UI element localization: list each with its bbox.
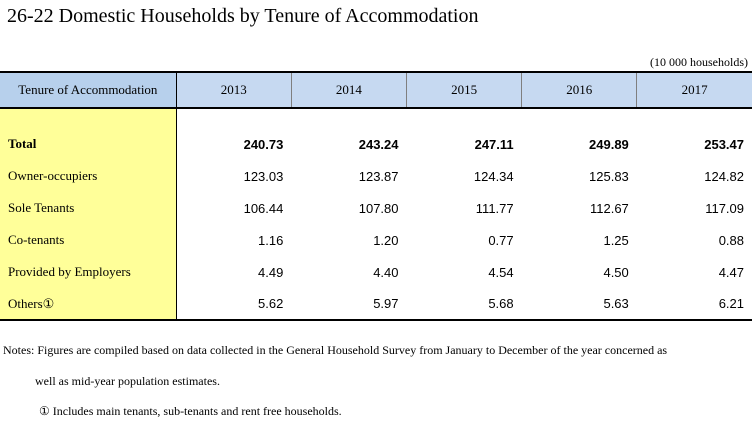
cell-value: 1.20	[373, 232, 399, 248]
cell-value: 5.68	[406, 288, 522, 321]
row-label: Provided by Employers	[0, 256, 177, 288]
cell-value: 6.21	[636, 288, 752, 321]
header-year: 2016	[521, 71, 637, 109]
cell-value: 124.34	[473, 168, 514, 184]
note-line: Notes: Figures are compiled based on dat…	[3, 343, 668, 357]
table-header-row: Tenure of Accommodation 2013 2014 2015 2…	[0, 71, 752, 109]
note-line: well as mid-year population estimates.	[35, 374, 220, 388]
cell-value: 117.09	[705, 200, 744, 216]
header-tenure: Tenure of Accommodation	[0, 71, 177, 109]
header-year: 2015	[405, 71, 522, 109]
cell-value: 111.77	[475, 200, 514, 216]
cell-value: 107.80	[358, 200, 399, 216]
table-row: Provided by Employers 4.49 4.40 4.54 4.5…	[0, 256, 752, 288]
cell-value: 5.97	[291, 288, 407, 321]
row-label: Others①	[0, 288, 177, 321]
header-year: 2013	[175, 71, 292, 109]
cell-value: 0.88	[718, 232, 744, 248]
cell-value: 123.03	[243, 168, 284, 184]
cell-value: 243.24	[358, 136, 399, 152]
cell-value: 4.40	[373, 264, 399, 280]
cell-value: 249.89	[589, 136, 629, 152]
spacer-row	[0, 108, 752, 128]
cell-value: 247.11	[474, 136, 514, 152]
cell-value: 5.63	[521, 288, 637, 321]
cell-value: 5.62	[176, 288, 292, 321]
cell-value: 4.54	[488, 264, 514, 280]
notes-block: Notes: Figures are compiled based on dat…	[3, 340, 667, 421]
cell-value: 4.47	[718, 264, 744, 280]
row-label: Owner-occupiers	[0, 160, 177, 192]
cell-value: 124.82	[704, 168, 744, 184]
cell-value: 106.44	[243, 200, 284, 216]
page-title: 26-22 Domestic Households by Tenure of A…	[7, 5, 479, 27]
cell-value: 123.87	[358, 168, 399, 184]
spacer-cell	[0, 108, 177, 128]
table-row: Total 240.73 243.24 247.11 249.89 253.47	[0, 128, 752, 160]
cell-value: 0.77	[488, 232, 514, 248]
households-table: Tenure of Accommodation 2013 2014 2015 2…	[0, 71, 752, 321]
footnote: ① Includes main tenants, sub-tenants and…	[39, 404, 342, 418]
cell-value: 125.83	[589, 168, 629, 184]
row-label: Co-tenants	[0, 224, 177, 256]
table-row: Sole Tenants 106.44 107.80 111.77 112.67…	[0, 192, 752, 224]
cell-value: 240.73	[243, 136, 284, 152]
cell-value: 4.50	[603, 264, 629, 280]
row-label: Total	[0, 128, 177, 160]
header-year: 2014	[290, 71, 407, 109]
cell-value: 4.49	[258, 264, 284, 280]
table-row: Others① 5.62 5.97 5.68 5.63 6.21	[0, 288, 752, 321]
cell-value: 253.47	[704, 136, 744, 152]
table-row: Co-tenants 1.16 1.20 0.77 1.25 0.88	[0, 224, 752, 256]
cell-value: 1.25	[603, 232, 629, 248]
unit-label: (10 000 households)	[650, 55, 748, 69]
table-row: Owner-occupiers 123.03 123.87 124.34 125…	[0, 160, 752, 192]
cell-value: 1.16	[258, 232, 284, 248]
header-year: 2017	[636, 71, 752, 109]
row-label: Sole Tenants	[0, 192, 177, 224]
cell-value: 112.67	[589, 200, 629, 216]
